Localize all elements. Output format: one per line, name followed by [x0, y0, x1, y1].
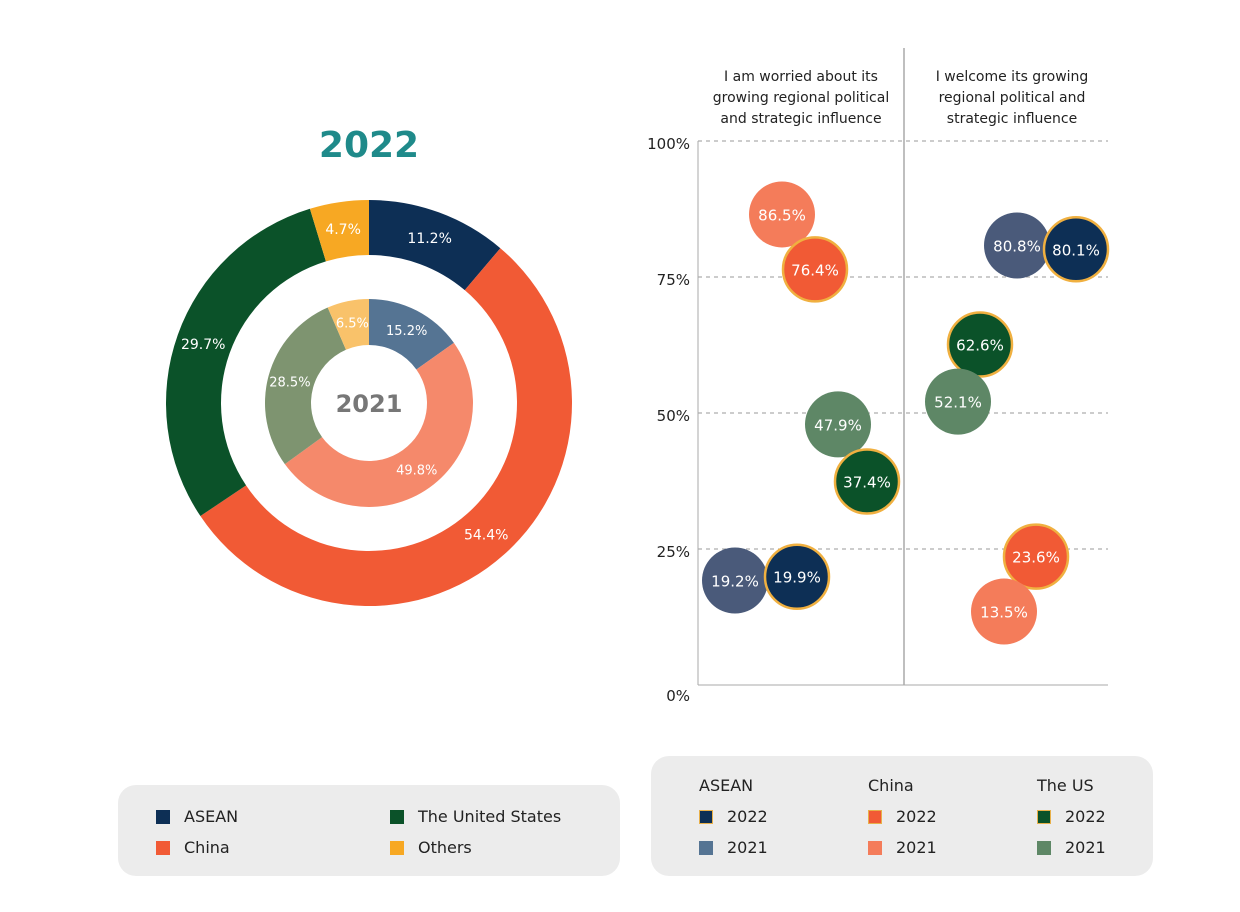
y-tick-label: 100% [647, 135, 690, 153]
donut-label: 54.4% [464, 527, 508, 543]
bubble-label: 37.4% [843, 474, 891, 492]
donut-slice-2021-0 [369, 299, 454, 370]
donut-slice-2021-1 [284, 342, 474, 508]
column-header: I am worried about its [724, 69, 878, 85]
bubble-label: 76.4% [791, 261, 839, 279]
donut-label: 29.7% [181, 337, 225, 353]
bubble-ASEAN-2021 [702, 547, 768, 614]
donut-label: 49.8% [396, 464, 437, 479]
legend-swatch [156, 840, 170, 855]
legend-item: 2022 [699, 807, 768, 826]
legend-group-title: The US [1037, 776, 1094, 795]
bubble-ASEAN-2022 [1042, 216, 1110, 283]
column-header: regional political and [939, 90, 1086, 106]
legend-swatch [699, 840, 713, 855]
bubble-ASEAN-2022 [763, 543, 831, 610]
donut-legend: ASEAN China The United States Others [118, 785, 620, 876]
donut-label: 4.7% [325, 222, 361, 238]
donut-title: 2022 [319, 125, 419, 166]
y-tick-label: 75% [657, 271, 690, 289]
legend-label: 2021 [1065, 838, 1106, 857]
legend-label: 2022 [1065, 807, 1106, 826]
bubble-label: 13.5% [980, 604, 1028, 622]
legend-item: Others [390, 838, 472, 857]
legend-swatch [390, 809, 404, 824]
legend-swatch [1037, 809, 1051, 824]
donut-slice-2022-3 [309, 200, 369, 262]
bubble-label: 23.6% [1012, 549, 1060, 567]
legend-label: ASEAN [184, 807, 239, 826]
legend-label: 2021 [896, 838, 937, 857]
legend-item: 2022 [1037, 807, 1106, 826]
bubble-The US-2022 [833, 448, 901, 515]
bubble-The US-2021 [925, 368, 991, 435]
bubble-China-2022 [1002, 523, 1070, 590]
legend-label: Others [418, 838, 472, 857]
legend-group-title: China [868, 776, 914, 795]
donut-inner-title: 2021 [336, 390, 403, 418]
legend-swatch [1037, 840, 1051, 855]
bubble-label: 80.1% [1052, 241, 1100, 259]
bubble-China-2021 [749, 181, 815, 248]
legend-item: ASEAN [156, 807, 238, 826]
legend-item: 2021 [868, 838, 937, 857]
bubble-The US-2022 [946, 311, 1014, 378]
column-header: I welcome its growing [936, 69, 1089, 85]
legend-item: 2021 [699, 838, 768, 857]
bubble-label: 86.5% [758, 206, 806, 224]
legend-swatch [390, 840, 404, 855]
donut-label: 11.2% [407, 231, 451, 247]
bubble-label: 80.8% [993, 237, 1041, 255]
legend-swatch [868, 809, 882, 824]
bubble-label: 62.6% [956, 336, 1004, 354]
legend-item: 2022 [868, 807, 937, 826]
bubble-ASEAN-2021 [984, 212, 1050, 279]
donut-label: 28.5% [269, 375, 310, 390]
bubble-legend: ASEAN 2022 2021 China 2022 2021 The US 2022 2021 [651, 756, 1153, 876]
bubble-The US-2021 [805, 391, 871, 458]
legend-label: 2021 [727, 838, 768, 857]
y-tick-label: 50% [657, 407, 690, 425]
legend-swatch [868, 840, 882, 855]
donut-slice-2022-1 [200, 248, 572, 606]
column-header: growing regional political [713, 90, 889, 106]
donut-label: 15.2% [386, 324, 427, 339]
donut-slice-2022-2 [166, 208, 326, 517]
donut-slice-2022-0 [369, 200, 501, 291]
bubble-label: 52.1% [934, 394, 982, 412]
column-header: strategic influence [947, 111, 1077, 127]
y-tick-label: 0% [666, 687, 690, 705]
legend-item: 2021 [1037, 838, 1106, 857]
bubble-label: 19.9% [773, 569, 821, 587]
legend-item: China [156, 838, 230, 857]
column-header: and strategic influence [720, 111, 881, 127]
y-tick-label: 25% [657, 543, 690, 561]
donut-slice-2021-2 [265, 307, 346, 465]
legend-label: 2022 [727, 807, 768, 826]
donut-slice-2021-3 [327, 299, 369, 350]
bubble-label: 19.2% [711, 573, 759, 591]
legend-swatch [699, 809, 713, 824]
legend-item: The United States [390, 807, 561, 826]
bubble-China-2021 [971, 578, 1037, 645]
bubble-China-2022 [781, 236, 849, 303]
bubble-label: 47.9% [814, 416, 862, 434]
legend-group-title: ASEAN [699, 776, 754, 795]
legend-label: China [184, 838, 230, 857]
legend-swatch [156, 809, 170, 824]
donut-label: 6.5% [336, 317, 369, 332]
legend-label: The United States [418, 807, 562, 826]
legend-label: 2022 [896, 807, 937, 826]
